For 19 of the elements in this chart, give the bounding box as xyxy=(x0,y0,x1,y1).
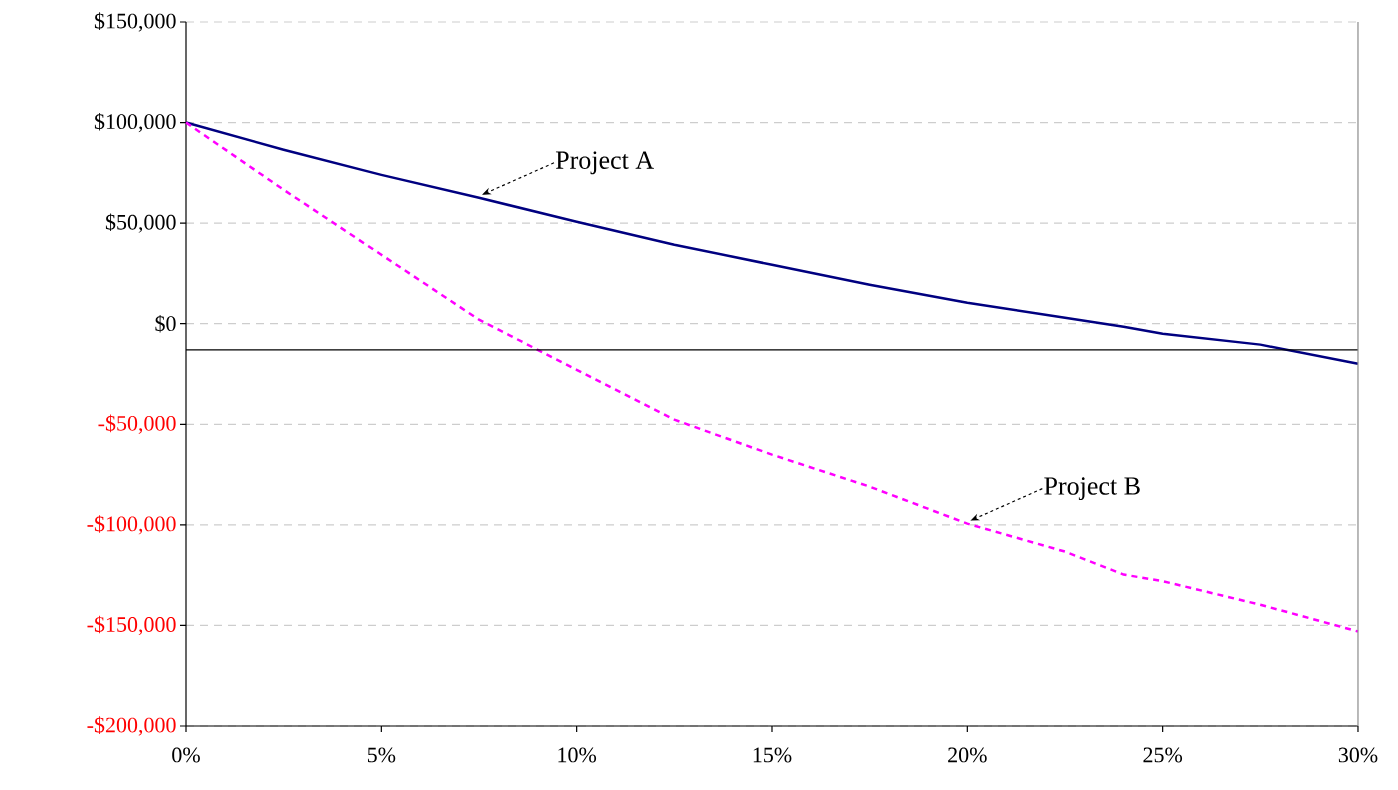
x-tick-label: 30% xyxy=(1338,747,1378,763)
x-tick-label: 0% xyxy=(172,747,200,763)
y-tick-label: -$150,000 xyxy=(87,615,176,636)
y-tick-label: $150,000 xyxy=(94,12,176,32)
line-series xyxy=(184,121,1360,365)
series-label: Project B xyxy=(1044,477,1140,501)
x-tick-label: 5% xyxy=(367,747,396,763)
y-tick-label: $100,000 xyxy=(94,112,176,133)
y-tick-label: $0 xyxy=(155,314,176,333)
x-tick-label: 20% xyxy=(948,747,987,763)
y-tick-label: -$100,000 xyxy=(87,515,176,535)
y-tick-label: $50,000 xyxy=(105,213,176,233)
y-tick-label: -$50,000 xyxy=(98,414,176,434)
x-tick-label: 25% xyxy=(1143,747,1183,763)
x-tick-label: 10% xyxy=(558,747,597,763)
y-tick-label: -$200,000 xyxy=(87,716,176,736)
series-label: Project A xyxy=(555,151,654,175)
line-series xyxy=(184,121,1360,633)
x-tick-label: 15% xyxy=(753,747,792,763)
